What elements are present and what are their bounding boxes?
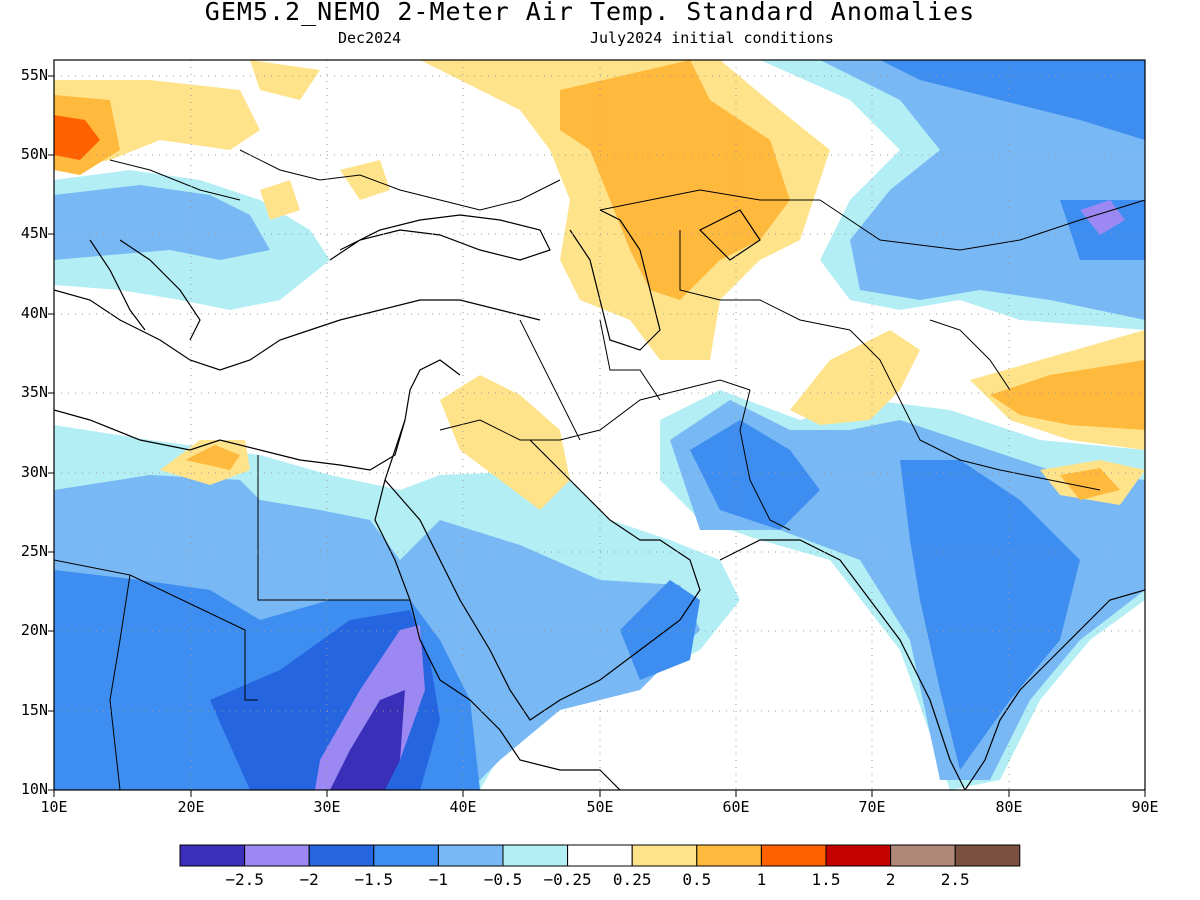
colorbar-tick-label: 2.5 [940, 870, 970, 889]
lon-label-70e: 70E [858, 798, 886, 816]
colorbar-swatch [437, 844, 504, 867]
colorbar-swatch [373, 844, 439, 867]
anomaly-deep-violet-ethiopia [330, 690, 405, 790]
anomaly-violet-northeast [1080, 200, 1125, 235]
anomaly-yellow-europe [54, 60, 320, 170]
anomaly-orange-libya [185, 445, 240, 470]
lon-label-30e: 30E [313, 798, 341, 816]
lat-label-45n: 45N [20, 224, 48, 242]
lon-label-20e: 20E [177, 798, 205, 816]
lat-label-30n: 30N [20, 463, 48, 481]
colorbar-tick-label: −0.5 [483, 870, 523, 889]
map-title: GEM5.2_NEMO 2-Meter Air Temp. Standard A… [204, 0, 976, 26]
lat-label-20n: 20N [20, 621, 48, 639]
colorbar-swatch [825, 844, 892, 867]
colorbar-swatch [760, 844, 827, 867]
colorbar-tick-label: 0.25 [612, 870, 652, 889]
colorbar-swatch [696, 844, 762, 867]
anomaly-mid-blue-india [690, 420, 1080, 770]
colorbar-tick-label: −1.5 [354, 870, 394, 889]
coastlines [54, 209, 1145, 790]
colorbar-tick-label: −0.25 [543, 870, 592, 889]
colorbar-swatch [244, 844, 310, 867]
lat-label-40n: 40N [20, 304, 48, 322]
anomaly-red-germany [54, 115, 100, 160]
lon-label-60e: 60E [722, 798, 750, 816]
gridlines [54, 60, 1145, 790]
country-borders [54, 149, 1145, 790]
colorbar-swatch [631, 844, 698, 867]
colorbar-tick-label: 2 [885, 870, 896, 889]
anomaly-mid-blue-north [880, 60, 1145, 260]
lat-label-55n: 55N [20, 66, 48, 84]
colorbar-swatch [179, 844, 246, 867]
lon-label-80e: 80E [995, 798, 1023, 816]
lon-label-10e: 10E [40, 798, 68, 816]
lat-label-50n: 50N [20, 145, 48, 163]
lat-label-25n: 25N [20, 542, 48, 560]
colorbar-tick-label: −1 [428, 870, 449, 889]
lon-label-90e: 90E [1131, 798, 1159, 816]
colorbar-tick-label: 1 [756, 870, 767, 889]
anomaly-field [54, 60, 1145, 790]
anomaly-blue-mongolia [820, 60, 1145, 320]
colorbar-swatch [502, 844, 569, 867]
axis-ticks [48, 75, 1146, 797]
colorbar-tick-label: 1.5 [811, 870, 841, 889]
lon-label-50e: 50E [586, 798, 614, 816]
colorbar-swatch [567, 844, 633, 867]
lat-label-10n: 10N [20, 780, 48, 798]
colorbar-tick-label: −2.5 [225, 870, 264, 889]
anomaly-orange-kazakhstan [560, 60, 790, 300]
anomaly-yellow-afghanistan [790, 330, 920, 425]
colorbar [179, 844, 1021, 867]
colorbar-tick-label: 0.5 [682, 870, 712, 889]
anomaly-orange-tibet [990, 360, 1145, 500]
init-conditions-label: July2024 initial conditions [590, 29, 834, 47]
colorbar-tick-label: −2 [299, 870, 319, 889]
colorbar-swatch [890, 844, 956, 867]
valid-month-label: Dec2024 [338, 29, 402, 47]
lat-label-35n: 35N [20, 383, 48, 401]
colorbar-swatch [954, 844, 1021, 867]
lat-label-15n: 15N [20, 701, 48, 719]
anomaly-yellow-iraq [440, 375, 570, 510]
anomaly-blue-oman [620, 580, 700, 680]
lon-label-40e: 40E [449, 798, 477, 816]
anomaly-blue-balkans [54, 185, 270, 260]
colorbar-swatch [308, 844, 375, 867]
